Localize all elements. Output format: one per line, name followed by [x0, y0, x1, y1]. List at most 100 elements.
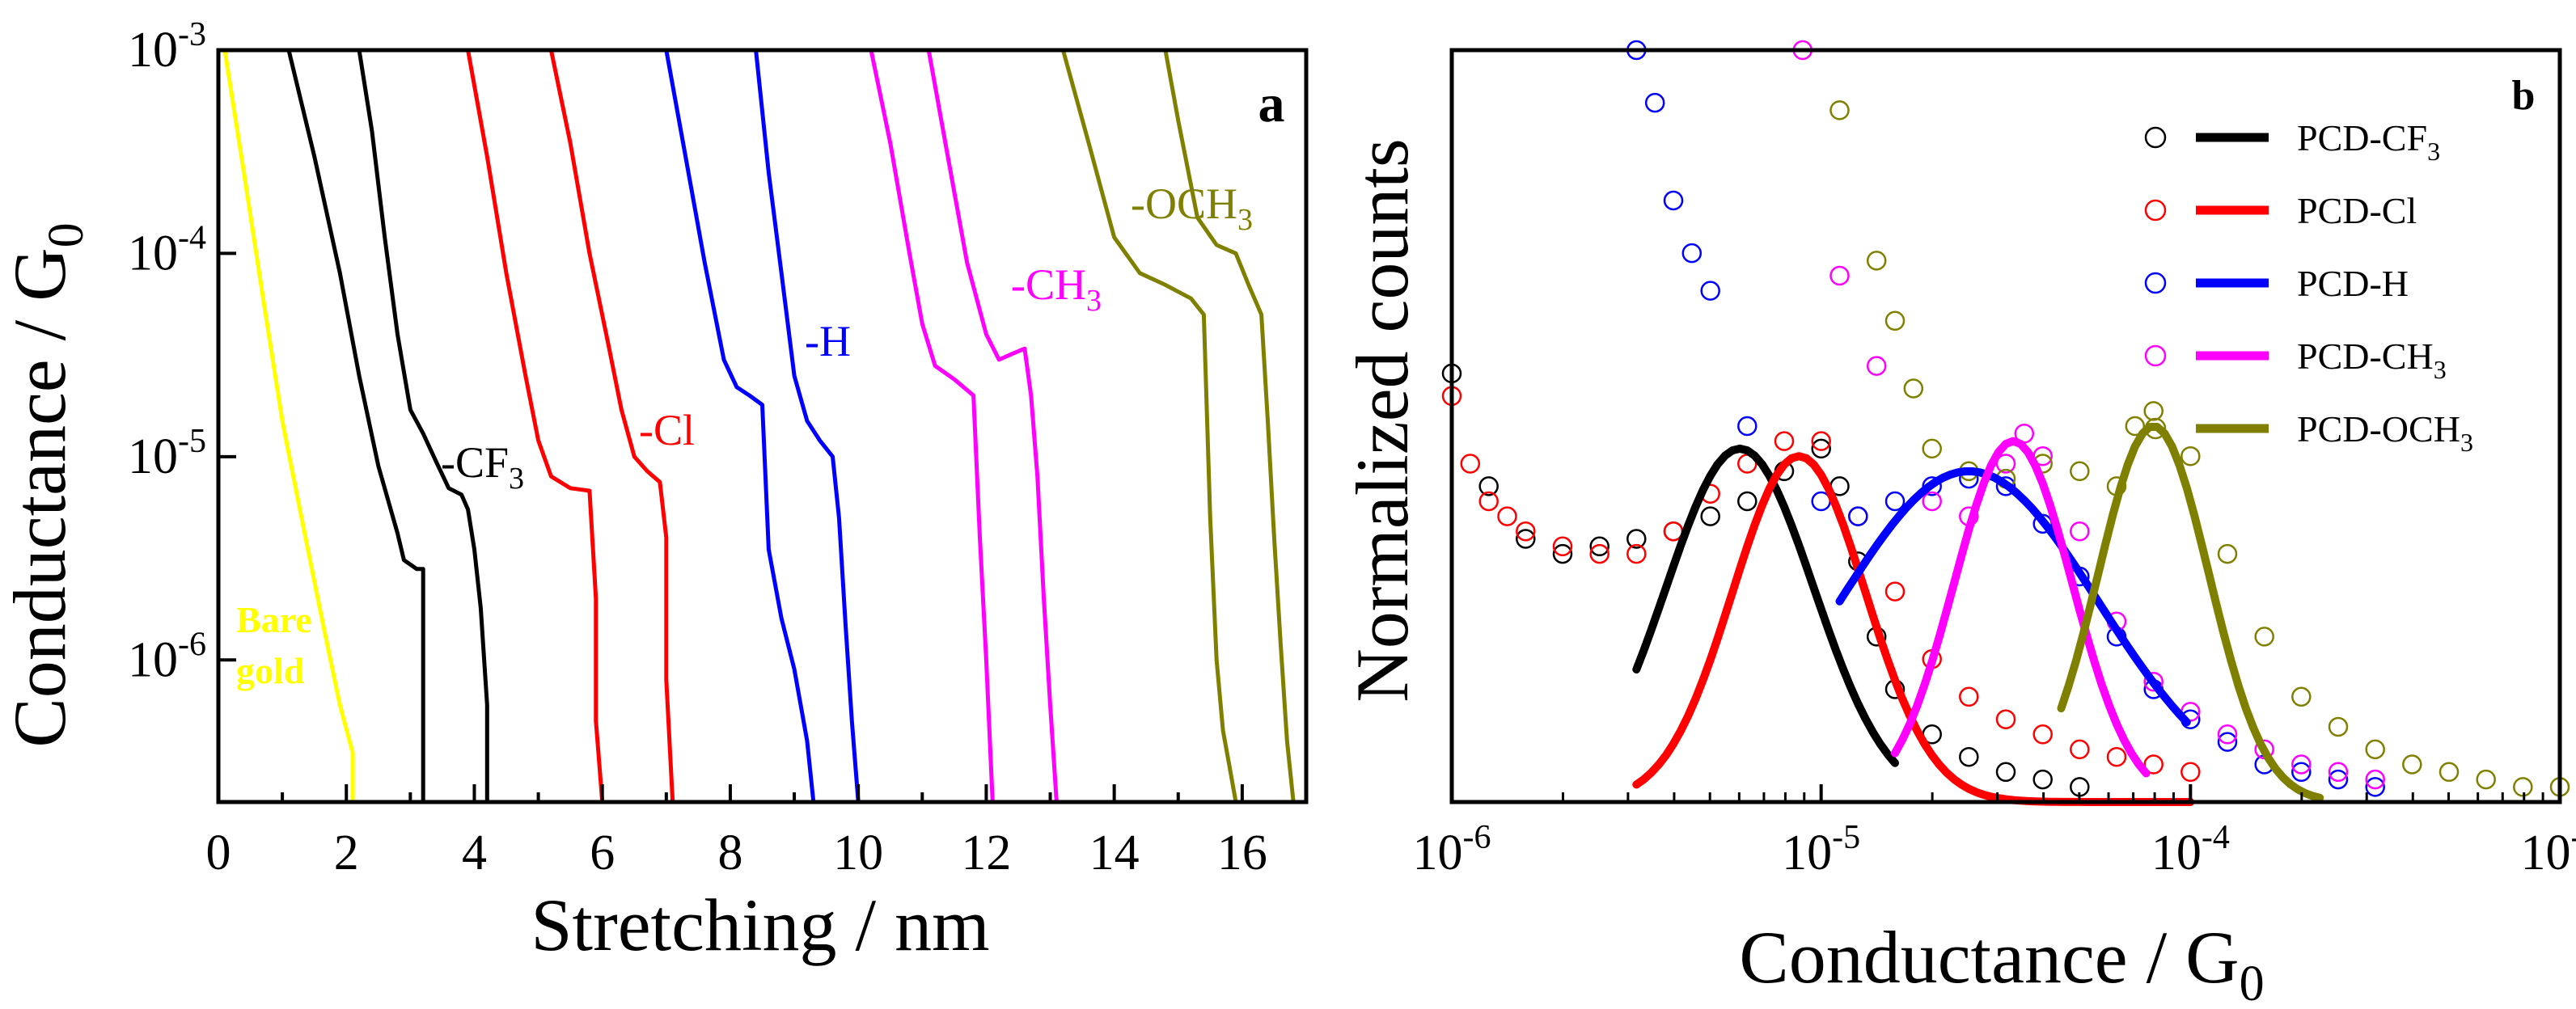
panel-a: Bare gold -CF3 -Cl -H -CH3 -OCH3 0 2 4 6 8 10 12 14 16… [0, 16, 1309, 966]
fit-line-cf3 [1632, 444, 1899, 767]
trace-cl-3 [466, 49, 605, 803]
annotation-ch3: -CH3 [1011, 260, 1102, 318]
trace-och3-10 [1163, 49, 1296, 803]
panel-a-x-ticks: 0 2 4 6 8 10 12 14 16 [206, 784, 1308, 880]
legend-marker-och3 [2144, 417, 2167, 440]
point-ch3 [1922, 491, 1942, 512]
trace-cl-4 [548, 49, 675, 803]
point-och3 [2181, 445, 2201, 467]
point-cf3 [1959, 746, 1979, 767]
legend-marker-cl [2144, 199, 2167, 222]
point-cf3 [1552, 543, 1573, 564]
point-och3 [2217, 543, 2238, 564]
point-cl [1497, 506, 1517, 526]
fit-line-och3 [2057, 423, 2324, 802]
point-h [1681, 243, 1703, 264]
panel-b-legend: PCD-CF3 PCD-Cl PCD-H PCD-CH3 PCD-OCH3 [2144, 117, 2473, 457]
y-tick-label: 10-3 [128, 16, 206, 78]
panel-a-series [222, 49, 1296, 803]
point-cl [1478, 491, 1499, 512]
point-h [2291, 762, 2312, 783]
panel-a-frame [216, 48, 1309, 804]
x-tick-label: 14 [1089, 825, 1140, 880]
legend-marker-ch3 [2144, 344, 2167, 367]
point-ch3 [2365, 769, 2385, 790]
point-och3 [2402, 754, 2422, 775]
x-tick-label: 0 [206, 825, 231, 880]
point-cf3 [1811, 438, 1831, 459]
x-tick-label: 10-5 [1782, 819, 1860, 880]
point-cf3 [1700, 506, 1720, 526]
x-tick-label: 16 [1217, 825, 1267, 880]
y-tick-label: 10-4 [128, 219, 206, 281]
legend-marker-cf3 [2144, 126, 2167, 149]
point-cf3 [2032, 769, 2053, 790]
point-och3 [2439, 762, 2460, 783]
point-cl [1884, 581, 1906, 602]
trace-och3-9 [1060, 49, 1238, 803]
trace-cf3-2 [357, 49, 489, 802]
panel-a-label: a [1258, 74, 1285, 133]
point-h [2365, 777, 2385, 797]
x-tick-label: 10 [833, 825, 883, 880]
point-och3 [1884, 310, 1906, 331]
point-och3 [2476, 769, 2496, 790]
annotation-cl: -Cl [639, 406, 695, 454]
point-cl [1516, 521, 1536, 542]
panel-b-x-ticks: 10-6 10-5 10-4 10-3 [1413, 784, 2576, 880]
point-ch3 [2143, 671, 2164, 692]
point-cl [1589, 543, 1609, 564]
point-och3 [1903, 378, 1924, 399]
panel-b-y-axis-label: Normalized counts [1341, 138, 1423, 702]
legend-label-ch3: PCD-CH3 [2297, 336, 2447, 384]
point-och3 [2070, 461, 2090, 482]
trace-h-5 [664, 49, 816, 803]
point-och3 [1922, 438, 1942, 459]
panel-a-annotations: Bare gold -CF3 -Cl -H -CH3 -OCH3 [236, 179, 1253, 691]
panel-b: 10-610-510-410-3 PCD-CF3PCD-ClPCD-HPCD-C… [1341, 40, 2576, 1009]
point-cl [1774, 431, 1795, 451]
point-cf3 [1995, 762, 2016, 783]
point-h [2217, 732, 2238, 752]
point-ch3 [1866, 356, 1887, 376]
trace-cf3-1 [286, 49, 425, 802]
point-cl [2106, 746, 2127, 767]
panel-a-y-axis-label: Conductance / G0 [0, 222, 94, 747]
point-och3 [2291, 686, 2312, 707]
fit-line-h [1835, 467, 2191, 727]
point-h [1884, 491, 1906, 512]
point-ch3 [2217, 724, 2238, 745]
point-cf3 [1589, 536, 1609, 557]
panel-b-frame [1449, 48, 2562, 804]
x-tick-label: 8 [717, 825, 742, 880]
point-och3 [1829, 100, 1850, 120]
point-ch3 [2328, 762, 2349, 783]
point-cl [2032, 724, 2053, 745]
panel-b-scatter-points [1441, 40, 2570, 797]
x-tick-label: 2 [334, 825, 359, 880]
point-h [1848, 506, 1868, 526]
point-cl [2181, 762, 2201, 783]
trace-ch3-7 [869, 49, 995, 803]
point-ch3 [2291, 754, 2312, 775]
annotation-h: -H [805, 317, 851, 365]
panel-a-x-axis-label: Stretching / nm [531, 884, 989, 966]
trace-ch3-8 [926, 49, 1059, 803]
point-cl [1460, 454, 1481, 474]
point-och3 [2328, 716, 2349, 737]
point-h [2328, 769, 2349, 790]
x-tick-label: 10-3 [2521, 819, 2576, 880]
point-cl [1626, 543, 1647, 564]
point-och3 [2125, 416, 2146, 437]
panel-b-label: b [2512, 73, 2536, 119]
point-ch3 [1995, 454, 2016, 474]
point-ch3 [2070, 521, 2090, 542]
point-cl [1552, 536, 1573, 557]
point-cf3 [1737, 491, 1758, 512]
legend-marker-h [2144, 272, 2167, 294]
point-och3 [1866, 251, 1887, 271]
annotation-och3: -OCH3 [1131, 179, 1253, 237]
trace-h-6 [754, 49, 861, 803]
legend-label-cl: PCD-Cl [2297, 190, 2417, 231]
